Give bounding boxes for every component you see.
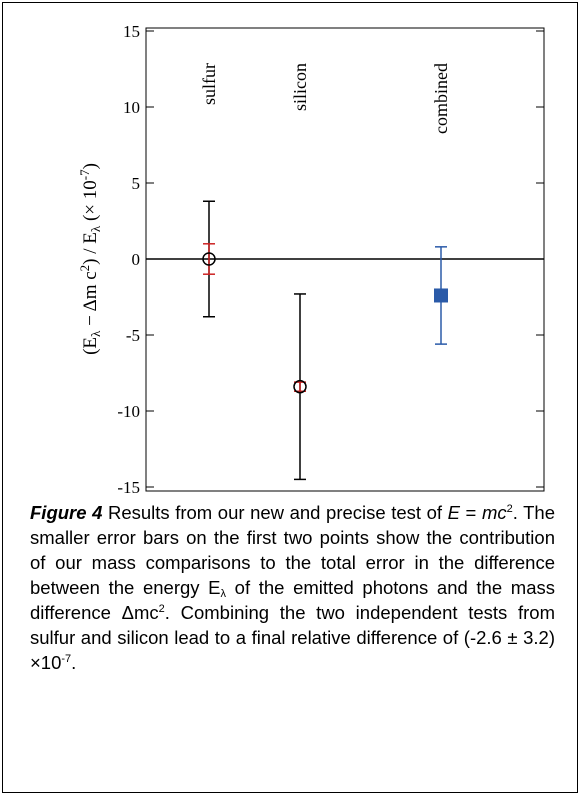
marker-open-circle bbox=[293, 379, 307, 394]
caption-text-2: . The smaller error bars on the first tw… bbox=[30, 502, 555, 598]
ylabel-units-close: ) bbox=[80, 163, 101, 169]
figure-caption: Figure 4 Results from our new and precis… bbox=[30, 500, 555, 675]
point-label-sulfur: sulfur bbox=[199, 63, 219, 105]
data-point-silicon: silicon bbox=[290, 63, 310, 481]
y-tick-label: 0 bbox=[132, 250, 141, 269]
y-tick-label: 15 bbox=[123, 22, 140, 41]
caption-delta-mc: Δmc bbox=[121, 602, 159, 623]
y-tick-label: -15 bbox=[117, 478, 140, 497]
ylabel-sup1: 2 bbox=[77, 265, 92, 272]
y-axis-label: (Eλ − Δm c2) / Eλ (× 10-7) bbox=[77, 163, 103, 355]
ylabel-mid2: ) / E bbox=[80, 232, 101, 265]
caption-eq-mc: mc bbox=[481, 502, 507, 523]
caption-sub-lambda: λ bbox=[220, 588, 227, 600]
caption-eq-equals: = bbox=[459, 502, 482, 523]
caption-eq-e: E bbox=[447, 502, 460, 523]
y-tick-label: -10 bbox=[117, 402, 140, 421]
caption-eq-sup: 2 bbox=[506, 503, 513, 515]
caption-text-4: . Combining the two independent tests fr… bbox=[30, 602, 555, 673]
ylabel-sup2: -7 bbox=[77, 169, 92, 180]
caption-sup-2: 2 bbox=[158, 603, 165, 615]
caption-text-5: . bbox=[71, 652, 77, 673]
ylabel-sub1: λ bbox=[88, 330, 103, 337]
caption-sup-exp: -7 bbox=[61, 653, 72, 665]
y-tick-label: 10 bbox=[123, 98, 140, 117]
caption-text-1: Results from our new and precise test of bbox=[102, 502, 448, 523]
ylabel-mid: − Δm c bbox=[80, 271, 101, 330]
marker-open-circle bbox=[202, 252, 216, 266]
data-points: sulfur silicon combined bbox=[199, 63, 451, 481]
marker-filled-square bbox=[434, 288, 448, 303]
figure-label: Figure 4 bbox=[30, 502, 103, 523]
ylabel-open: (E bbox=[80, 337, 101, 355]
ylabel-sub2: λ bbox=[88, 225, 103, 232]
y-tick-label: 5 bbox=[132, 174, 141, 193]
caption-text-3: of the emitted photons and the mass diff… bbox=[30, 577, 555, 623]
point-label-combined: combined bbox=[431, 63, 451, 134]
point-label-silicon: silicon bbox=[290, 63, 310, 111]
data-point-combined: combined bbox=[431, 63, 451, 345]
ylabel-units-open: (× 10 bbox=[80, 180, 101, 226]
data-point-sulfur: sulfur bbox=[199, 63, 219, 318]
y-tick-label: -5 bbox=[126, 326, 140, 345]
